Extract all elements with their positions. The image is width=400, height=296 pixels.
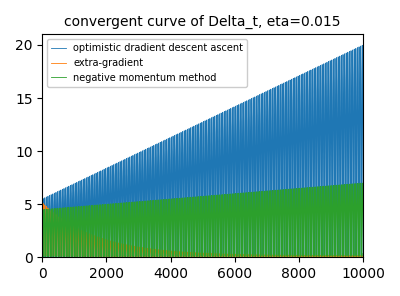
negative momentum method bbox=[73, 205, 78, 209]
negative momentum method bbox=[257, 195, 262, 198]
optimistic dradient descent ascent bbox=[261, 235, 266, 238]
extra-gradient bbox=[361, 255, 366, 259]
negative momentum method bbox=[345, 184, 350, 187]
extra-gradient bbox=[40, 250, 45, 254]
Legend: optimistic dradient descent ascent, extra-gradient, negative momentum method: optimistic dradient descent ascent, extr… bbox=[47, 39, 247, 87]
negative momentum method bbox=[361, 252, 366, 255]
optimistic dradient descent ascent bbox=[361, 255, 366, 259]
extra-gradient bbox=[360, 255, 365, 259]
negative momentum method bbox=[360, 181, 365, 185]
optimistic dradient descent ascent bbox=[40, 255, 45, 259]
Line: extra-gradient: extra-gradient bbox=[42, 203, 363, 257]
negative momentum method bbox=[261, 255, 266, 258]
optimistic dradient descent ascent bbox=[103, 218, 108, 221]
negative momentum method bbox=[40, 253, 45, 257]
optimistic dradient descent ascent bbox=[360, 44, 365, 47]
extra-gradient bbox=[103, 245, 108, 249]
optimistic dradient descent ascent bbox=[345, 61, 350, 64]
extra-gradient bbox=[257, 253, 262, 257]
extra-gradient bbox=[73, 226, 78, 229]
negative momentum method bbox=[227, 218, 232, 221]
Line: negative momentum method: negative momentum method bbox=[42, 183, 363, 257]
negative momentum method bbox=[103, 228, 108, 231]
optimistic dradient descent ascent bbox=[227, 154, 232, 157]
Title: convergent curve of Delta_t, eta=0.015: convergent curve of Delta_t, eta=0.015 bbox=[64, 15, 341, 29]
optimistic dradient descent ascent bbox=[73, 181, 78, 185]
optimistic dradient descent ascent bbox=[257, 113, 262, 117]
extra-gradient bbox=[41, 202, 46, 205]
extra-gradient bbox=[227, 254, 232, 257]
negative momentum method bbox=[42, 255, 46, 258]
extra-gradient bbox=[261, 255, 266, 259]
Line: optimistic dradient descent ascent: optimistic dradient descent ascent bbox=[42, 45, 363, 257]
extra-gradient bbox=[345, 254, 350, 257]
